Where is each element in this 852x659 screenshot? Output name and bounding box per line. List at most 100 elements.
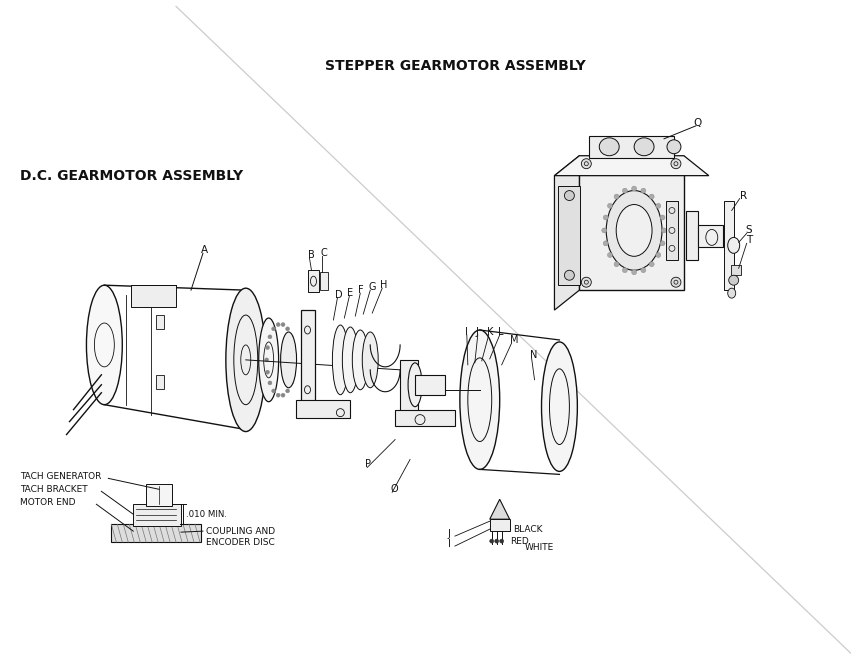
Ellipse shape	[265, 345, 269, 350]
Ellipse shape	[666, 140, 680, 154]
Bar	[489, 519, 509, 531]
Ellipse shape	[671, 277, 680, 287]
Ellipse shape	[613, 262, 619, 267]
Ellipse shape	[289, 381, 293, 385]
Text: RED: RED	[509, 536, 527, 546]
Polygon shape	[554, 156, 579, 310]
Text: H: H	[380, 280, 387, 290]
Text: I: I	[464, 327, 467, 337]
Bar	[722, 200, 733, 290]
Ellipse shape	[613, 194, 619, 199]
Ellipse shape	[227, 290, 263, 430]
Ellipse shape	[661, 228, 665, 233]
Text: T: T	[745, 235, 751, 245]
Ellipse shape	[727, 288, 734, 298]
Text: M: M	[509, 335, 517, 345]
Ellipse shape	[494, 539, 498, 543]
Text: J: J	[475, 327, 478, 337]
Ellipse shape	[659, 241, 665, 246]
Ellipse shape	[607, 204, 612, 208]
Bar	[589, 136, 673, 158]
Ellipse shape	[499, 539, 503, 543]
Text: D: D	[335, 290, 343, 300]
Ellipse shape	[276, 393, 279, 397]
Text: Q: Q	[693, 118, 701, 128]
Text: A: A	[201, 245, 208, 255]
Bar	[307, 270, 320, 292]
Bar	[730, 266, 740, 275]
Text: K: K	[486, 327, 492, 337]
Text: P: P	[365, 459, 371, 469]
Ellipse shape	[289, 335, 293, 339]
Bar	[112, 524, 201, 542]
Ellipse shape	[332, 325, 348, 395]
Ellipse shape	[407, 363, 422, 407]
Text: S: S	[745, 225, 751, 235]
Text: C: C	[320, 248, 327, 258]
Ellipse shape	[655, 204, 660, 208]
Bar	[131, 285, 176, 307]
Ellipse shape	[564, 190, 573, 200]
Ellipse shape	[258, 318, 279, 402]
Ellipse shape	[630, 186, 636, 191]
Ellipse shape	[362, 332, 377, 387]
Ellipse shape	[640, 268, 645, 273]
Ellipse shape	[640, 188, 645, 193]
Text: L: L	[497, 327, 503, 337]
Ellipse shape	[606, 190, 661, 270]
Ellipse shape	[280, 332, 296, 387]
Ellipse shape	[265, 370, 269, 374]
Ellipse shape	[728, 275, 738, 285]
Text: O: O	[389, 484, 397, 494]
Ellipse shape	[648, 262, 653, 267]
Ellipse shape	[601, 228, 606, 233]
Bar	[133, 504, 181, 526]
Ellipse shape	[268, 381, 272, 385]
Text: .010 MIN.: .010 MIN.	[186, 509, 227, 519]
Text: R: R	[739, 190, 746, 200]
Polygon shape	[489, 500, 509, 519]
Bar	[558, 186, 579, 285]
Bar	[394, 410, 454, 426]
Ellipse shape	[602, 215, 607, 220]
Text: J: J	[447, 529, 450, 539]
Text: TACH GENERATOR: TACH GENERATOR	[20, 472, 101, 481]
Bar	[156, 315, 164, 329]
Ellipse shape	[280, 322, 285, 327]
Text: D.C. GEARMOTOR ASSEMBLY: D.C. GEARMOTOR ASSEMBLY	[20, 169, 243, 183]
Ellipse shape	[226, 288, 265, 432]
Polygon shape	[554, 156, 708, 176]
Text: N: N	[529, 350, 536, 360]
Text: STEPPER GEARMOTOR ASSEMBLY: STEPPER GEARMOTOR ASSEMBLY	[325, 59, 585, 73]
Ellipse shape	[291, 345, 296, 350]
Text: BLACK: BLACK	[512, 525, 542, 534]
Text: B: B	[307, 250, 314, 260]
Ellipse shape	[607, 252, 612, 258]
Ellipse shape	[599, 138, 619, 156]
Ellipse shape	[655, 252, 660, 258]
Text: TACH BRACKET: TACH BRACKET	[20, 485, 87, 494]
Ellipse shape	[280, 393, 285, 397]
Ellipse shape	[602, 241, 607, 246]
Ellipse shape	[86, 285, 122, 405]
Text: COUPLING AND
ENCODER DISC: COUPLING AND ENCODER DISC	[205, 527, 274, 546]
Ellipse shape	[622, 188, 626, 193]
Ellipse shape	[564, 270, 573, 280]
Ellipse shape	[727, 237, 739, 253]
Ellipse shape	[633, 138, 653, 156]
Text: WHITE: WHITE	[524, 542, 553, 552]
Ellipse shape	[352, 330, 368, 389]
Ellipse shape	[659, 215, 665, 220]
Text: MOTOR END: MOTOR END	[20, 498, 75, 507]
Text: G: G	[368, 282, 376, 292]
Bar	[685, 210, 697, 260]
Bar	[415, 375, 445, 395]
Bar	[320, 272, 328, 290]
Ellipse shape	[630, 270, 636, 275]
Ellipse shape	[459, 330, 499, 469]
Ellipse shape	[276, 322, 279, 327]
Ellipse shape	[581, 277, 590, 287]
Ellipse shape	[615, 204, 651, 256]
Bar	[400, 360, 417, 415]
Ellipse shape	[292, 358, 296, 362]
